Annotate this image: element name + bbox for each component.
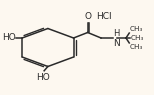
Text: H: H — [113, 28, 120, 38]
Text: HO: HO — [2, 34, 16, 42]
Text: N: N — [113, 39, 120, 48]
Text: HCl: HCl — [97, 12, 112, 21]
Text: CH₃: CH₃ — [130, 44, 143, 50]
Text: HO: HO — [36, 73, 50, 82]
Text: O: O — [85, 12, 92, 21]
Text: CH₃: CH₃ — [131, 35, 144, 41]
Text: CH₃: CH₃ — [130, 26, 143, 32]
